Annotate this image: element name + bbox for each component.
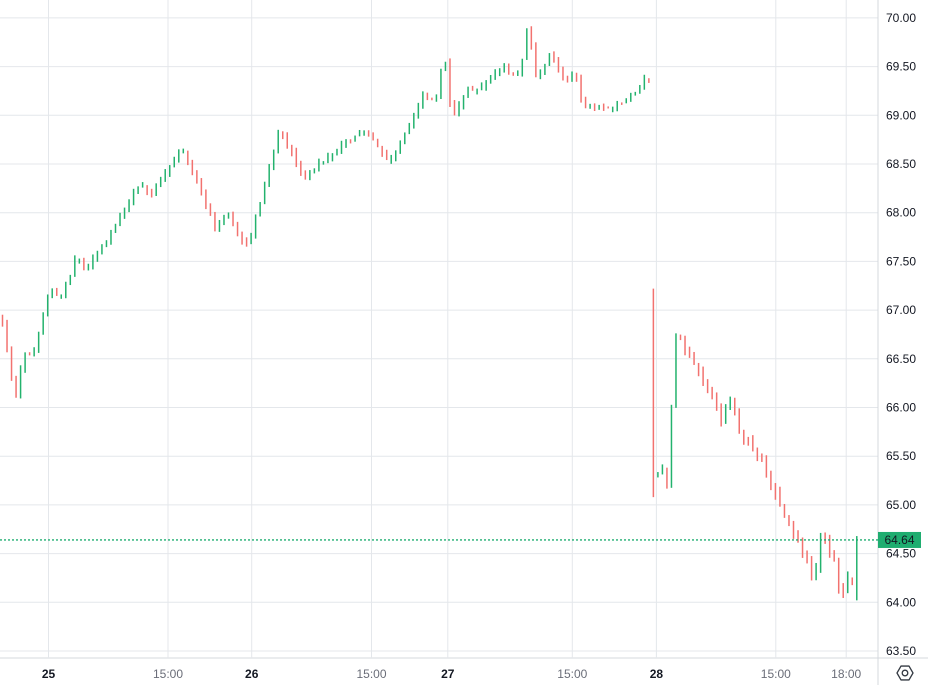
svg-text:28: 28	[650, 667, 664, 681]
svg-text:25: 25	[42, 667, 56, 681]
svg-text:66.00: 66.00	[886, 401, 916, 415]
svg-text:64.00: 64.00	[886, 595, 916, 609]
svg-text:70.00: 70.00	[886, 11, 916, 25]
svg-text:26: 26	[245, 667, 259, 681]
svg-text:65.00: 65.00	[886, 498, 916, 512]
svg-text:68.50: 68.50	[886, 157, 916, 171]
svg-text:68.00: 68.00	[886, 206, 916, 220]
svg-text:65.50: 65.50	[886, 449, 916, 463]
svg-text:64.50: 64.50	[886, 547, 916, 561]
svg-text:15:00: 15:00	[761, 667, 791, 681]
svg-text:64.64: 64.64	[884, 533, 914, 547]
svg-text:15:00: 15:00	[557, 667, 587, 681]
svg-text:69.50: 69.50	[886, 60, 916, 74]
svg-text:18:00: 18:00	[831, 667, 861, 681]
svg-text:63.50: 63.50	[886, 644, 916, 658]
svg-text:66.50: 66.50	[886, 352, 916, 366]
svg-text:15:00: 15:00	[153, 667, 183, 681]
svg-text:67.50: 67.50	[886, 254, 916, 268]
svg-text:67.00: 67.00	[886, 303, 916, 317]
svg-text:15:00: 15:00	[356, 667, 386, 681]
svg-text:27: 27	[441, 667, 455, 681]
svg-text:69.00: 69.00	[886, 108, 916, 122]
